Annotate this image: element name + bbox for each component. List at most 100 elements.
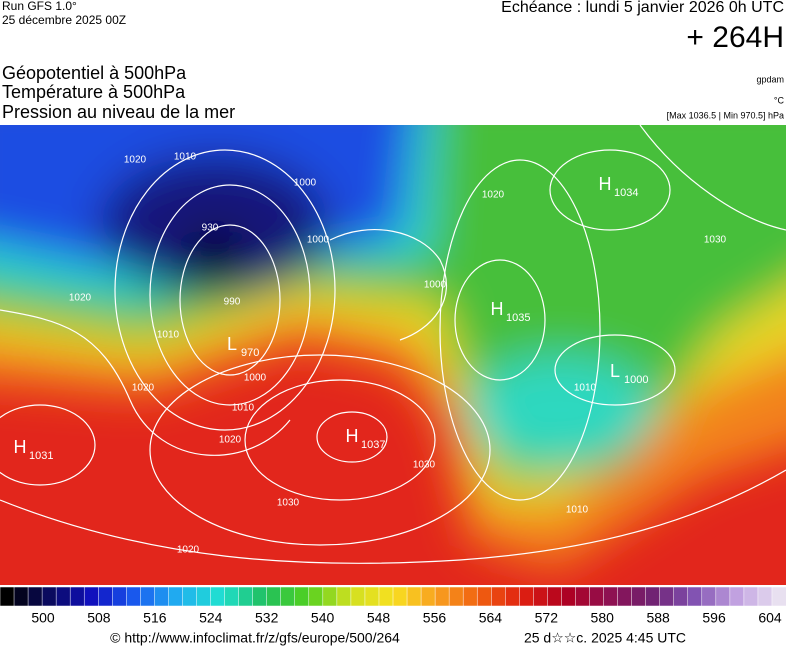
unit-pressure: [Max 1036.5 | Min 970.5] hPa xyxy=(667,110,784,120)
center-value: 1031 xyxy=(29,450,53,462)
title-line: Température à 500hPa xyxy=(2,82,186,102)
timestamp: 25 d☆☆c. 2025 4:45 UTC xyxy=(524,630,686,646)
colorbar-swatch xyxy=(55,586,71,607)
colorbar-swatch xyxy=(154,586,170,607)
colorbar-tick-label: 508 xyxy=(87,610,111,626)
colorbar-swatch xyxy=(69,586,85,607)
isobar-label: 1000 xyxy=(294,178,317,189)
colorbar-swatch xyxy=(13,586,29,607)
colorbar-tick-label: 524 xyxy=(199,610,223,626)
valid-time: Echéance : lundi 5 janvier 2026 0h UTC xyxy=(501,0,784,16)
isobar-label: 1010 xyxy=(157,330,180,341)
colorbar-tick-label: 556 xyxy=(423,610,447,626)
colorbar-swatch xyxy=(210,586,226,607)
center-kind: H xyxy=(491,299,504,319)
colorbar-swatch xyxy=(434,586,450,607)
credit: © http://www.infoclimat.fr/z/gfs/europe/… xyxy=(110,630,400,646)
isobar-label: 1020 xyxy=(132,383,155,394)
colorbar-tick-label: 580 xyxy=(591,610,615,626)
colorbar-swatch xyxy=(350,586,366,607)
center-kind: L xyxy=(610,361,620,381)
colorbar-swatch xyxy=(112,586,128,607)
isobar-label: 1000 xyxy=(307,235,330,246)
colorbar-swatch xyxy=(561,586,577,607)
colorbar: 500 508 516 524 532 540 548 556 564 572 580 588 596 6… xyxy=(0,586,786,626)
colorbar-swatch xyxy=(462,586,478,607)
isobar-label: 1010 xyxy=(174,152,197,163)
isobars xyxy=(0,125,786,564)
colorbar-swatch xyxy=(533,586,549,607)
colorbar-swatch xyxy=(617,586,633,607)
colorbar-swatch xyxy=(505,586,521,607)
colorbar-swatch xyxy=(83,586,100,607)
unit-geopotential: gpdam xyxy=(756,74,784,84)
colorbar-swatch xyxy=(645,586,661,607)
colorbar-swatch xyxy=(631,586,647,607)
run-date: 25 décembre 2025 00Z xyxy=(2,13,126,27)
colorbar-swatch xyxy=(182,586,198,607)
colorbar-swatch xyxy=(294,586,310,607)
colorbar-tick-label: 548 xyxy=(367,610,391,626)
colorbar-swatch xyxy=(491,586,507,607)
isobar-label: 1030 xyxy=(413,460,436,471)
colorbar-tick-label: 540 xyxy=(311,610,335,626)
isobar-label: 1020 xyxy=(177,545,200,556)
colorbar-swatch xyxy=(364,586,380,607)
colorbar-swatch xyxy=(673,586,689,607)
center-kind: H xyxy=(346,426,359,446)
colorbar-swatch xyxy=(322,586,338,607)
colorbar-swatch xyxy=(126,586,142,607)
colorbar-tick-label: 500 xyxy=(31,610,55,626)
colorbar-swatch xyxy=(168,586,184,607)
colorbar-swatch xyxy=(98,586,114,607)
colorbar-swatch xyxy=(252,586,268,607)
isobar-label: 990 xyxy=(224,297,241,308)
colorbar-swatch xyxy=(406,586,422,607)
isobar-label: 1000 xyxy=(424,280,447,291)
isobar-label: 1030 xyxy=(277,498,300,509)
center-value: 1034 xyxy=(614,187,638,199)
colorbar-swatch xyxy=(757,586,773,607)
colorbar-swatch xyxy=(771,586,786,607)
colorbar-swatch xyxy=(547,586,563,607)
colorbar-swatch xyxy=(336,586,352,607)
colorbar-swatch xyxy=(280,586,296,607)
center-value: 1035 xyxy=(506,312,530,324)
colorbar-swatch xyxy=(224,586,240,607)
colorbar-tick-label: 532 xyxy=(255,610,279,626)
center-kind: H xyxy=(599,174,612,194)
isobar-label: 1010 xyxy=(232,403,255,414)
center-kind: H xyxy=(14,437,27,457)
colorbar-swatch xyxy=(27,586,43,607)
colorbar-swatch xyxy=(589,586,605,607)
isobar-label: 1020 xyxy=(482,190,505,201)
colorbar-tick-label: 572 xyxy=(535,610,559,626)
colorbar-tick-label: 588 xyxy=(646,610,670,626)
colorbar-swatch xyxy=(0,586,15,607)
colorbar-swatch xyxy=(729,586,745,607)
colorbar-swatch xyxy=(238,586,254,607)
colorbar-swatch xyxy=(701,586,717,607)
colorbar-tick-label: 596 xyxy=(702,610,726,626)
center-value: 1000 xyxy=(624,374,648,386)
colorbar-swatch xyxy=(392,586,408,607)
colorbar-tick-label: 516 xyxy=(143,610,167,626)
colorbar-swatch xyxy=(266,586,282,607)
run-label: Run GFS 1.0° xyxy=(2,0,77,13)
isobar-label: 1010 xyxy=(574,383,597,394)
lead-time: + 264H xyxy=(686,21,784,54)
isobar-label: 1000 xyxy=(244,373,267,384)
colorbar-tick-label: 564 xyxy=(479,610,503,626)
title-line: Pression au niveau de la mer xyxy=(2,102,235,122)
center-kind: L xyxy=(227,334,237,354)
colorbar-swatch xyxy=(715,586,731,607)
colorbar-swatch xyxy=(575,586,591,607)
isobar-label: 1020 xyxy=(69,293,92,304)
isobar-label: 1020 xyxy=(219,435,242,446)
colorbar-swatch xyxy=(603,586,619,607)
colorbar-swatch xyxy=(196,586,212,607)
colorbar-swatch xyxy=(448,586,464,607)
colorbar-swatch xyxy=(41,586,57,607)
